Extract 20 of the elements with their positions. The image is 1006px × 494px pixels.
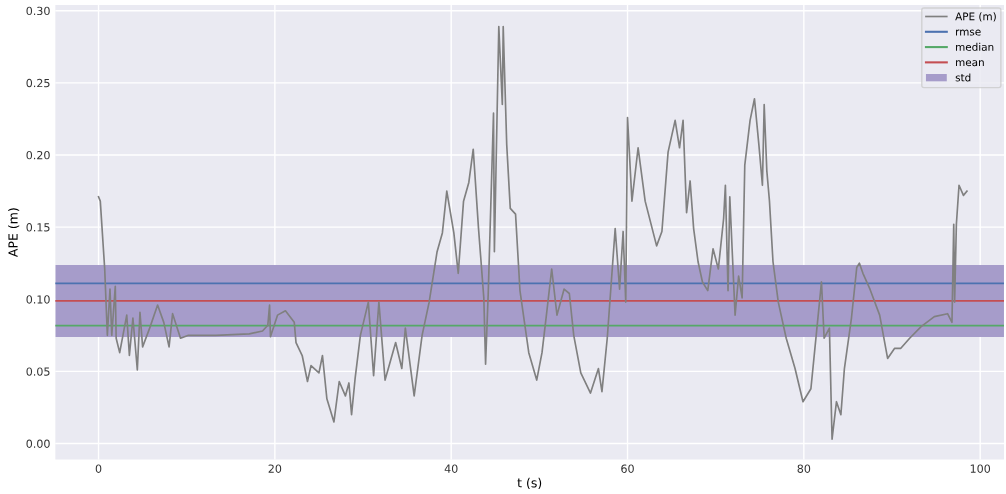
x-axis-title: t (s): [517, 477, 542, 489]
x-tick-label: 0: [95, 464, 102, 473]
y-axis-title: APE (m): [8, 208, 20, 258]
x-tick-label: 60: [621, 464, 634, 473]
legend-label: std: [955, 73, 971, 82]
legend-label: rmse: [956, 29, 981, 36]
y-tick-label: 0.05: [26, 367, 50, 376]
x-tick-label: 80: [797, 464, 811, 473]
legend-label: median: [956, 42, 994, 51]
y-tick-label: 0.15: [26, 223, 50, 232]
y-tick-label: 0.20: [26, 150, 50, 160]
x-tick-label: 100: [970, 464, 991, 473]
y-tick-label: 0.30: [26, 6, 50, 16]
legend-label: mean: [956, 60, 984, 67]
x-tick-label: 20: [268, 464, 282, 473]
y-tick-label: 0.10: [26, 295, 50, 304]
legend-label: APE (m): [955, 12, 996, 22]
x-tick-label: 40: [444, 464, 458, 473]
y-tick-label: 0.25: [26, 78, 50, 88]
y-tick-label: 0.00: [26, 439, 50, 448]
